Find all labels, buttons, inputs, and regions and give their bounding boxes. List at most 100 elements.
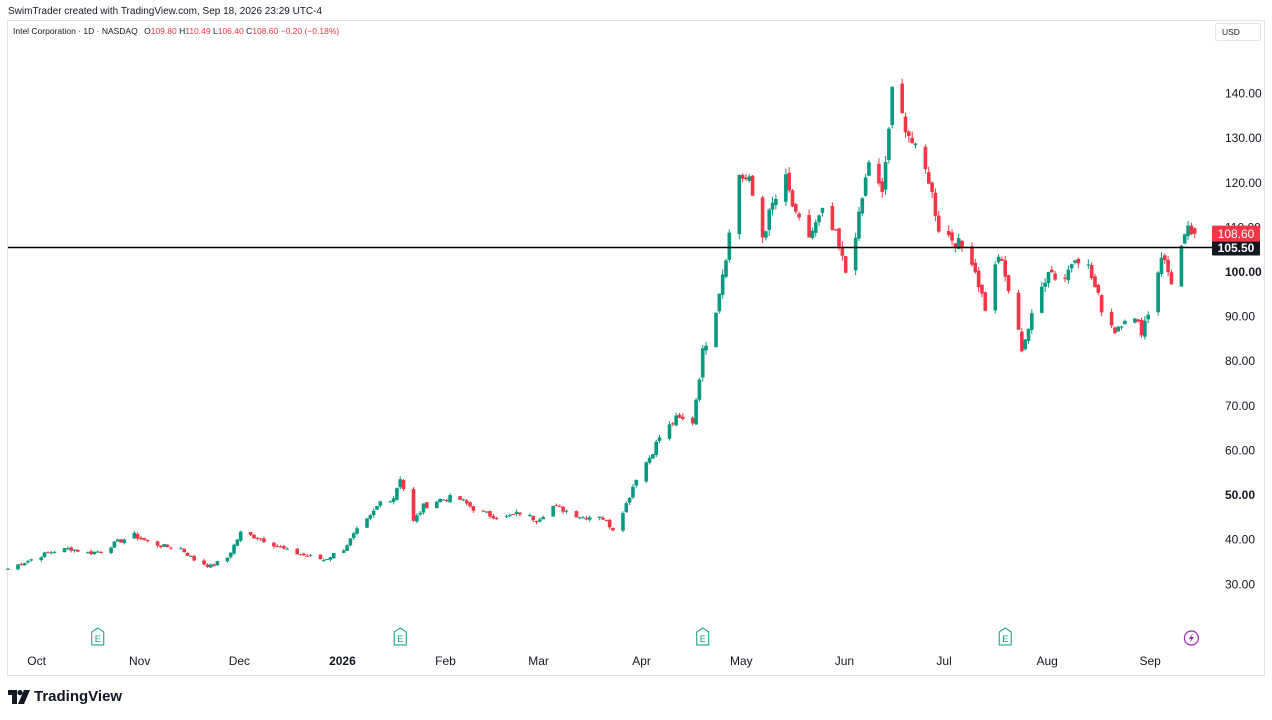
candle — [996, 254, 1001, 265]
candle — [1156, 271, 1160, 316]
candle — [95, 550, 100, 553]
candle — [62, 547, 67, 553]
candle — [212, 563, 216, 567]
candle — [278, 544, 283, 548]
candle — [165, 544, 170, 548]
candle — [461, 498, 466, 501]
candle — [26, 559, 30, 564]
earnings-marker-icon[interactable]: E — [696, 627, 710, 646]
candle — [42, 551, 47, 558]
candle — [794, 202, 798, 214]
y-tick-label: 130.00 — [1225, 131, 1262, 145]
candle — [604, 519, 609, 522]
candle — [774, 194, 778, 210]
candle — [644, 461, 649, 484]
candle — [807, 209, 811, 238]
y-tick-label: 50.00 — [1225, 488, 1255, 502]
candle — [318, 554, 323, 560]
candle — [764, 230, 768, 241]
candle — [813, 219, 818, 237]
candle — [680, 413, 685, 421]
candle — [930, 181, 934, 199]
candle — [973, 258, 978, 274]
candle — [534, 520, 539, 525]
x-tick-label: Aug — [1036, 654, 1057, 668]
candle — [657, 434, 662, 444]
candle — [654, 439, 658, 458]
candle — [627, 497, 632, 506]
candle — [208, 563, 213, 568]
candle — [19, 562, 24, 566]
candle — [787, 167, 791, 193]
candle — [391, 495, 396, 505]
y-tick-label: 120.00 — [1225, 176, 1262, 190]
y-tick-label: 30.00 — [1225, 577, 1255, 591]
candle — [1076, 257, 1081, 269]
candle — [760, 195, 765, 243]
candle — [704, 341, 708, 355]
candle — [750, 174, 755, 196]
candle — [441, 499, 446, 501]
candle — [508, 513, 512, 517]
candle — [355, 526, 359, 536]
candle — [411, 487, 416, 523]
candle — [22, 562, 27, 566]
candle — [1136, 319, 1140, 323]
candle — [99, 550, 103, 554]
chart-frame — [7, 20, 1265, 676]
candle — [155, 540, 160, 548]
candle — [1162, 253, 1167, 264]
candle — [1169, 269, 1174, 285]
candle — [66, 546, 70, 550]
candle — [601, 515, 605, 520]
candle — [29, 558, 34, 562]
y-tick-label: 40.00 — [1225, 533, 1255, 547]
candle — [727, 229, 732, 263]
candle — [671, 421, 675, 427]
x-tick-label: Sep — [1140, 654, 1162, 668]
last-price-value: 108.60 — [1218, 227, 1255, 241]
y-tick-label: 80.00 — [1225, 354, 1255, 368]
currency-button[interactable]: USD — [1215, 23, 1261, 41]
candle — [634, 479, 639, 488]
earnings-marker-icon[interactable]: E — [998, 627, 1012, 646]
candle — [980, 284, 984, 298]
x-tick-label: Dec — [229, 654, 250, 668]
candle — [820, 207, 825, 217]
candle — [651, 453, 655, 459]
high-value: 110.49 — [185, 26, 211, 36]
candle — [1039, 281, 1044, 314]
candle — [305, 553, 309, 557]
candle — [282, 544, 286, 550]
x-tick-label: Nov — [129, 654, 150, 668]
earnings-marker-icon[interactable]: E — [393, 627, 407, 646]
candle — [607, 518, 612, 530]
candle — [946, 225, 951, 238]
change-value: −0.20 (−0.18%) — [280, 26, 340, 36]
candle — [993, 261, 998, 314]
candle — [72, 549, 77, 553]
candle — [541, 515, 545, 520]
dividend-marker-icon[interactable] — [1183, 630, 1199, 646]
open-label: O — [144, 26, 151, 36]
candle — [1026, 328, 1031, 345]
candle — [438, 498, 442, 503]
candle — [574, 510, 579, 518]
candle — [295, 548, 299, 555]
earnings-marker-icon[interactable]: E — [91, 627, 105, 646]
candle — [185, 552, 190, 557]
candle — [1123, 319, 1127, 325]
symbol-info: Intel Corporation · 1D · NASDAQ — [13, 26, 138, 36]
candle — [551, 505, 555, 517]
candle — [179, 546, 183, 550]
candle — [46, 551, 50, 554]
candle — [491, 513, 496, 520]
candle — [1016, 289, 1021, 331]
candle — [328, 556, 333, 562]
candle — [458, 495, 462, 501]
tradingview-logo[interactable]: TradingView — [8, 688, 122, 705]
candle — [401, 479, 406, 492]
candle — [1133, 317, 1137, 324]
candle — [1113, 326, 1117, 334]
